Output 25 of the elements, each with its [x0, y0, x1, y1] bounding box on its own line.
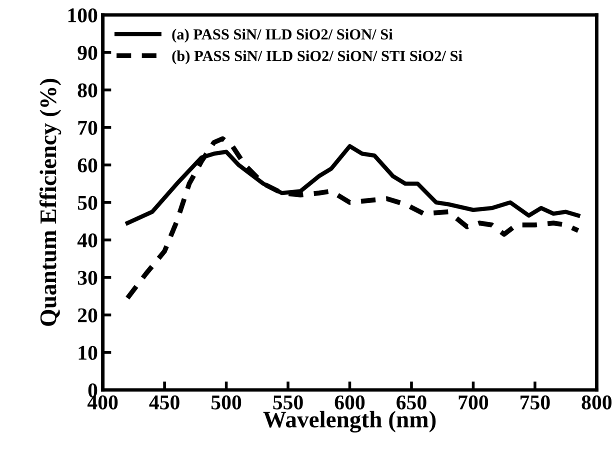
x-tick-label: 750 — [520, 395, 550, 410]
y-tick-label: 80 — [78, 83, 98, 98]
y-tick-label: 20 — [78, 308, 98, 322]
x-tick-label: 550 — [273, 395, 303, 410]
y-tick-label: 40 — [77, 233, 98, 248]
x-axis-title: Wavelength (nm) — [263, 410, 436, 433]
y-tick-label: 70 — [78, 120, 98, 135]
x-tick-label: 400 — [87, 395, 118, 410]
legend-label: (a) PASS SiN/ ILD SiO2/ SiON/ Si — [172, 28, 393, 43]
y-tick-label: 0 — [88, 383, 98, 398]
x-tick-label: 600 — [334, 395, 365, 410]
y-tick-label: 30 — [78, 270, 98, 285]
y-tick-label: 90 — [78, 46, 98, 60]
y-tick-label: 100 — [68, 8, 98, 22]
y-tick-label: 50 — [78, 196, 98, 210]
x-tick-label: 700 — [458, 395, 488, 410]
x-tick-label: 500 — [211, 395, 242, 410]
x-tick-label: 650 — [396, 395, 426, 410]
y-tick-label: 60 — [78, 158, 98, 172]
y-tick-label: 10 — [78, 346, 98, 360]
x-tick-label: 800 — [582, 395, 612, 410]
x-tick-label: 450 — [149, 395, 180, 410]
line-series — [125, 136, 581, 300]
legend-label: (b) PASS SiN/ ILD SiO2/ SiON/ STI SiO2/ Si — [172, 50, 462, 64]
y-axis-title: Quantum Efficiency (%) — [39, 78, 62, 326]
